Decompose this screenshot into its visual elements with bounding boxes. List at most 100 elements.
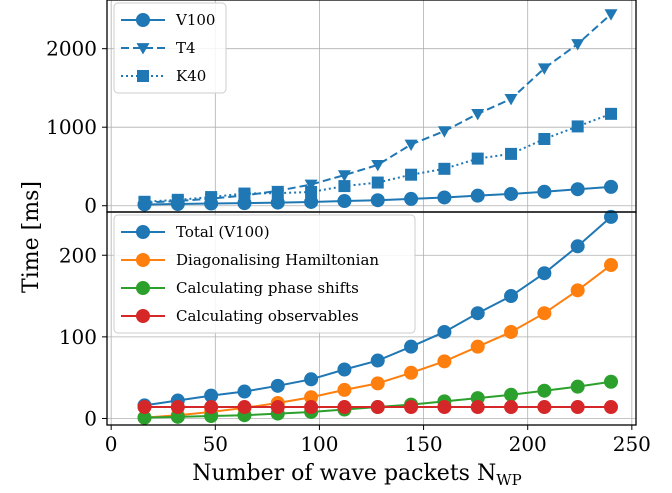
data-point — [570, 400, 585, 415]
x-tick-label: 150 — [404, 432, 442, 456]
plot-frame — [106, 211, 637, 426]
data-point — [537, 184, 552, 199]
data-point — [570, 379, 585, 394]
data-point — [404, 339, 419, 354]
data-point — [470, 339, 485, 354]
data-point — [570, 283, 585, 298]
data-point — [337, 170, 351, 182]
data-point — [604, 209, 619, 224]
data-point — [604, 258, 619, 273]
data-point — [537, 266, 552, 281]
data-point — [570, 182, 585, 197]
data-point — [604, 374, 619, 389]
legend-box — [113, 214, 416, 334]
data-point — [371, 160, 385, 172]
data-point — [604, 179, 619, 194]
data-point — [370, 400, 385, 415]
legend-marker — [136, 13, 150, 27]
data-point — [238, 187, 251, 200]
y-tick-label: 0 — [84, 406, 97, 430]
data-point — [405, 168, 418, 181]
data-point — [504, 186, 519, 201]
data-point — [571, 39, 585, 51]
data-point — [371, 176, 384, 189]
x-tick-label: 100 — [300, 432, 338, 456]
data-point — [170, 400, 185, 415]
legend-marker — [136, 253, 150, 267]
data-point — [504, 289, 519, 304]
data-point — [137, 400, 152, 415]
x-axis-label: Number of wave packets NWP — [192, 461, 521, 489]
data-point — [537, 63, 551, 75]
data-point — [470, 188, 485, 203]
data-point — [604, 400, 619, 415]
legend-label: Calculating observables — [176, 307, 359, 325]
legend-label: K40 — [176, 67, 206, 85]
legend-marker — [136, 309, 150, 323]
data-point — [437, 190, 452, 205]
data-point — [271, 187, 284, 200]
panel-1: 0 1000 2000 V100 T4 K40 — [46, 0, 637, 218]
data-point — [404, 365, 419, 380]
series-line — [144, 13, 612, 204]
x-tick-label: 0 — [105, 432, 118, 456]
data-point — [438, 162, 451, 175]
data-point — [305, 185, 318, 198]
data-point — [171, 193, 184, 206]
data-point — [337, 400, 352, 415]
data-point — [304, 400, 319, 415]
data-point — [470, 306, 485, 321]
y-tick-label: 200 — [59, 243, 97, 267]
data-point — [605, 107, 618, 120]
x-axis-label-main: Number of wave packets N — [192, 461, 496, 486]
data-point — [537, 400, 552, 415]
legend-marker — [137, 70, 149, 82]
data-point — [205, 191, 218, 204]
y-tick-label: 1000 — [46, 115, 97, 139]
data-point — [437, 400, 452, 415]
data-point — [404, 139, 418, 151]
data-point — [337, 382, 352, 397]
data-point — [471, 108, 485, 121]
data-point — [604, 9, 618, 21]
data-point — [204, 400, 219, 415]
data-point — [138, 195, 151, 208]
data-point — [404, 400, 419, 415]
data-point — [337, 362, 352, 377]
data-point — [304, 179, 318, 192]
legend-label: Diagonalising Hamiltonian — [176, 251, 379, 269]
data-point — [504, 387, 519, 402]
data-point — [537, 306, 552, 321]
legend-marker — [136, 43, 150, 55]
data-point — [437, 324, 452, 339]
data-point — [370, 353, 385, 368]
data-point — [537, 383, 552, 398]
data-point — [237, 384, 252, 399]
data-point — [504, 400, 519, 415]
x-axis-label-sub: WP — [496, 471, 522, 489]
data-point — [538, 132, 551, 145]
x-tick-label: 200 — [509, 432, 547, 456]
data-point — [470, 400, 485, 415]
y-tick-label: 100 — [59, 325, 97, 349]
data-point — [505, 147, 518, 160]
legend-label: Total (V100) — [176, 223, 270, 241]
legend-marker — [136, 225, 150, 239]
data-point — [270, 400, 285, 415]
legend-marker — [136, 281, 150, 295]
data-point — [338, 180, 351, 193]
data-point — [337, 194, 352, 209]
legend-label: T4 — [176, 39, 196, 57]
panel-2: 0 100 200 Total (V100) Diagonalising Hamilto… — [59, 209, 637, 430]
y-tick-label: 2000 — [46, 37, 97, 61]
data-point — [304, 372, 319, 387]
x-tick-label: 250 — [613, 432, 651, 456]
data-point — [504, 94, 518, 106]
data-point — [471, 152, 484, 165]
data-point — [270, 378, 285, 393]
series-line — [144, 112, 612, 203]
data-point — [504, 324, 519, 339]
y-tick-label: 0 — [84, 194, 97, 218]
